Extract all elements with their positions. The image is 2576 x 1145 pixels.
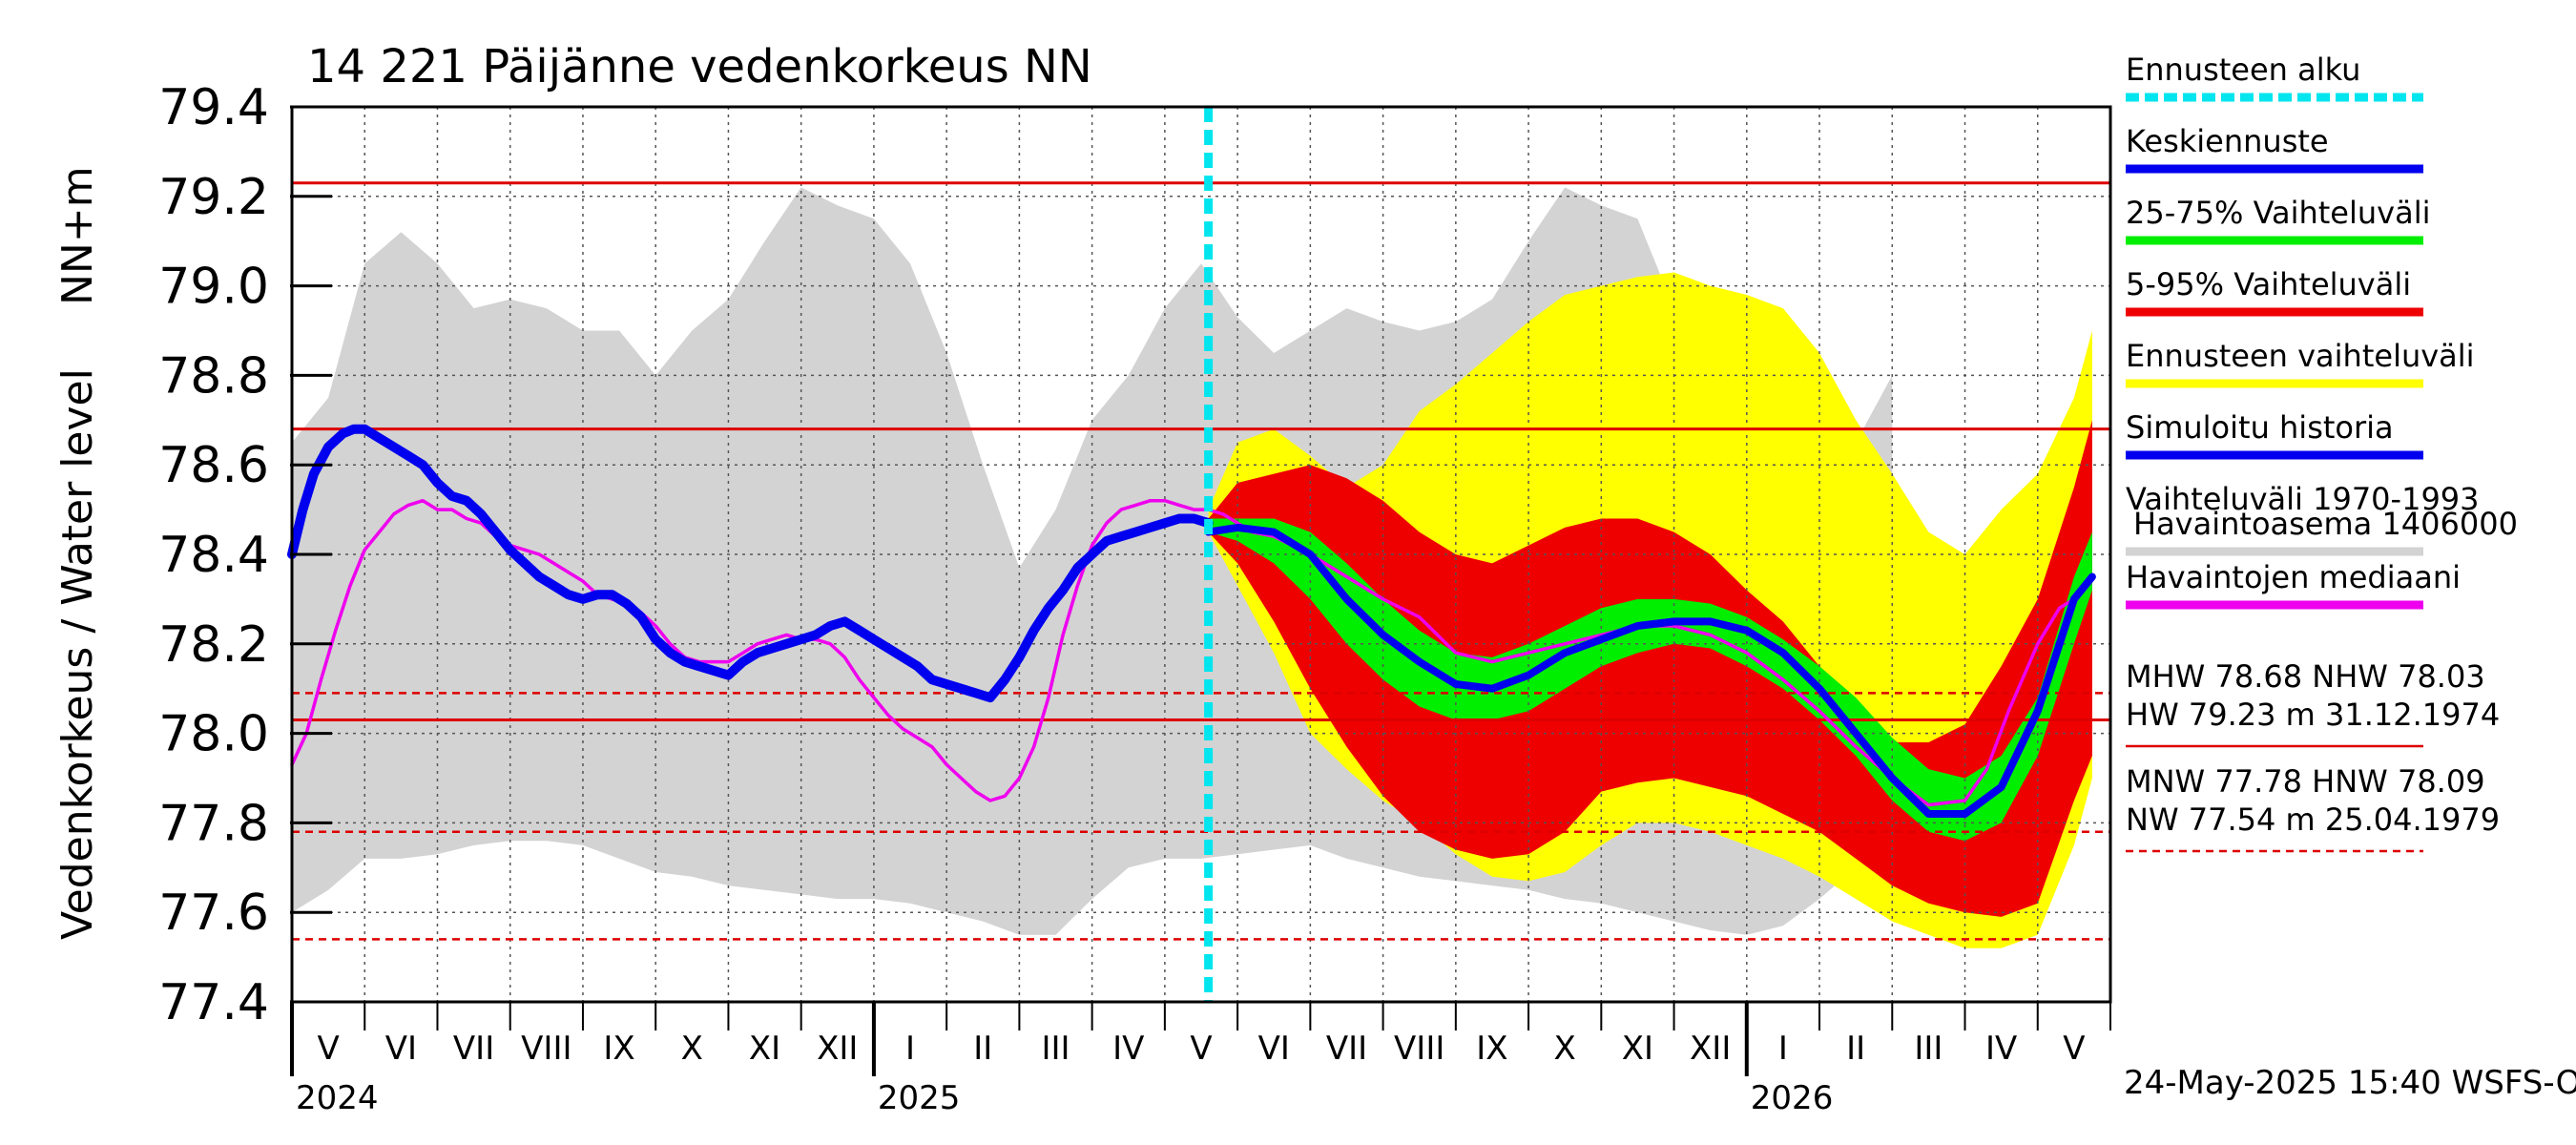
legend-label: Simuloitu historia: [2126, 409, 2394, 446]
month-label: VI: [385, 1030, 417, 1068]
year-label: 2025: [878, 1079, 961, 1117]
y-tick-label: 78.2: [158, 616, 269, 674]
month-label: X: [681, 1030, 703, 1068]
stats-text: MNW 77.78 HNW 78.09: [2126, 763, 2485, 800]
range-5-95-area: [1208, 420, 2092, 917]
month-label: II: [973, 1030, 992, 1068]
reference-lines: [292, 181, 2110, 941]
month-label: VII: [453, 1030, 494, 1068]
series-lines: [287, 107, 2096, 1002]
legend-label: Keskiennuste: [2126, 123, 2329, 159]
mean-forecast-line: [1204, 523, 2096, 818]
stats-text: HW 79.23 m 31.12.1974: [2126, 697, 2500, 733]
gridlines: [292, 107, 2110, 1002]
month-label: VIII: [1394, 1030, 1444, 1068]
month-label: IX: [1476, 1030, 1507, 1068]
y-tick-label: 78.0: [158, 706, 269, 763]
month-label: IV: [1112, 1030, 1144, 1068]
month-label: III: [1041, 1030, 1070, 1068]
stats-text: NW 77.54 m 25.04.1979: [2126, 802, 2500, 838]
legend-label: Ennusteen alku: [2126, 52, 2360, 88]
month-label: VI: [1258, 1030, 1290, 1068]
legend-label: 5-95% Vaihteluväli: [2126, 266, 2411, 302]
month-label: X: [1554, 1030, 1576, 1068]
footer-timestamp: 24-May-2025 15:40 WSFS-O: [2124, 1064, 2576, 1102]
month-label: V: [2063, 1030, 2085, 1068]
legend-label: Havaintoasema 1406000: [2133, 506, 2518, 542]
month-label: VIII: [521, 1030, 571, 1068]
y-axis-unit-label: NN+m: [53, 166, 102, 305]
year-label: 2026: [1751, 1079, 1834, 1117]
y-tick-label: 79.2: [158, 169, 269, 226]
y-tick-label: 78.4: [158, 527, 269, 584]
axes: 77.4 77.6 77.8 78.0 78.2 78.4 78.6 78.8 79.0 79.2…: [158, 79, 2112, 1117]
range-5-95-band: [1208, 420, 2092, 917]
month-label: XI: [749, 1030, 780, 1068]
month-label: XII: [817, 1030, 858, 1068]
chart-title: 14 221 Päijänne vedenkorkeus NN: [307, 40, 1092, 94]
y-tick-label: 77.6: [158, 885, 269, 942]
month-label: XII: [1690, 1030, 1731, 1068]
month-label: V: [317, 1030, 339, 1068]
month-label: III: [1914, 1030, 1942, 1068]
month-label: I: [1778, 1030, 1788, 1068]
y-tick-label: 77.4: [158, 974, 269, 1031]
y-tick-label: 77.8: [158, 795, 269, 852]
y-tick-label: 79.4: [158, 79, 269, 136]
stats-text: MHW 78.68 NHW 78.03: [2126, 658, 2485, 695]
year-label: 2024: [296, 1079, 379, 1117]
legend-label: 25-75% Vaihteluväli: [2126, 195, 2430, 231]
month-label: II: [1846, 1030, 1865, 1068]
legend: Ennusteen alku Keskiennuste 25-75% Vaihtel…: [2126, 52, 2518, 853]
month-label: VII: [1326, 1030, 1367, 1068]
y-axis-label: Vedenkorkeus / Water level: [53, 368, 102, 940]
y-tick-label: 78.6: [158, 437, 269, 494]
month-label: IV: [1985, 1030, 2017, 1068]
legend-label: Vaihteluväli 1970-1993: [2126, 481, 2480, 517]
month-label: I: [905, 1030, 915, 1068]
month-label: XI: [1622, 1030, 1653, 1068]
simulated-history-line: [287, 424, 1214, 703]
y-tick-label: 78.8: [158, 347, 269, 405]
legend-label: Havaintojen mediaani: [2126, 559, 2461, 595]
legend-label: Ennusteen vaihteluväli: [2126, 338, 2475, 374]
month-label: IX: [603, 1030, 634, 1068]
month-label: V: [1190, 1030, 1212, 1068]
y-tick-label: 79.0: [158, 259, 269, 316]
